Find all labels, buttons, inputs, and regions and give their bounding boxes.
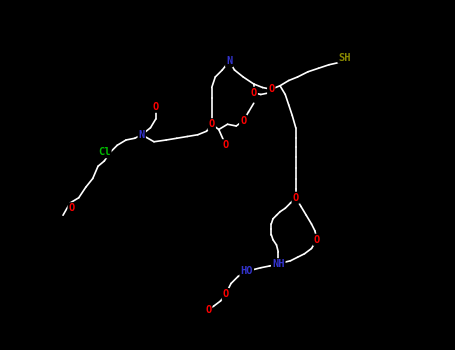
Text: N: N	[226, 56, 233, 66]
Text: Cl: Cl	[98, 147, 111, 157]
Text: N: N	[139, 130, 145, 140]
Text: SH: SH	[339, 53, 351, 63]
Text: O: O	[209, 119, 215, 129]
Text: O: O	[205, 305, 212, 315]
Text: O: O	[313, 235, 320, 245]
Text: O: O	[251, 88, 257, 98]
Text: O: O	[268, 84, 274, 94]
Text: O: O	[69, 203, 75, 213]
Text: O: O	[222, 289, 229, 299]
Text: HO: HO	[241, 266, 253, 276]
Text: O: O	[293, 193, 299, 203]
Text: O: O	[152, 102, 159, 112]
Text: O: O	[240, 116, 246, 126]
Text: NH: NH	[272, 259, 284, 269]
Text: O: O	[222, 140, 229, 150]
